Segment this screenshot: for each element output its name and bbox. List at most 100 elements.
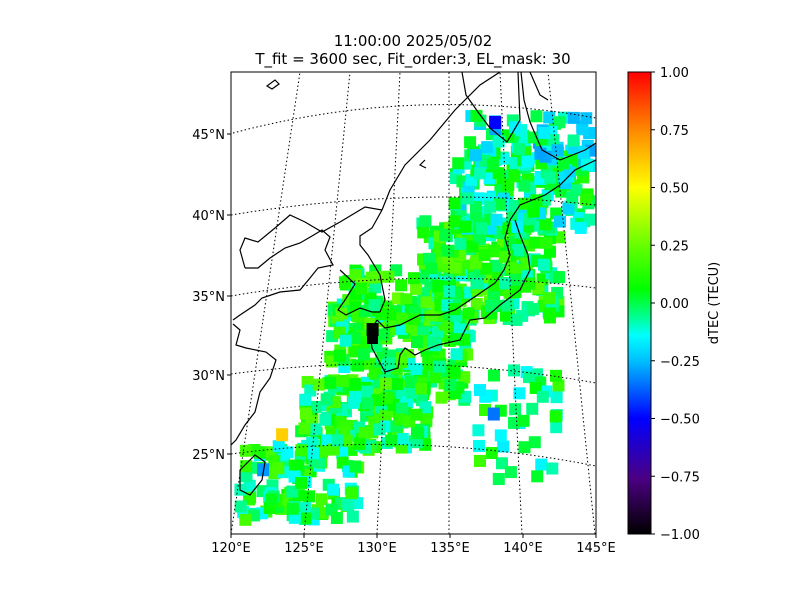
y-tick-label: 40°N <box>192 209 225 224</box>
tec-cell <box>410 282 423 295</box>
tec-cell <box>461 192 474 205</box>
tec-cell <box>412 427 425 440</box>
tec-cell <box>303 490 316 503</box>
x-tick-label: 135°E <box>430 541 470 556</box>
x-tick-label: 125°E <box>284 541 324 556</box>
colorbar: 1.00 0.75 0.50 0.25 0.00 −0.25 −0.50 −0.75 −1.00… <box>627 66 722 543</box>
tec-cell <box>312 378 325 391</box>
tec-cell <box>396 432 409 445</box>
tec-cell <box>419 215 432 228</box>
tec-cell <box>585 144 596 157</box>
tec-cell <box>488 369 501 382</box>
tec-cell <box>494 198 507 211</box>
tec-cell <box>244 491 257 504</box>
tec-cell <box>326 483 339 496</box>
tec-cell <box>337 374 350 387</box>
tec-cell <box>309 400 322 413</box>
tec-cell <box>534 147 547 160</box>
tec-cell <box>494 429 507 442</box>
tec-cell <box>469 149 482 162</box>
tec-cell <box>550 391 563 404</box>
tec-cell <box>331 434 344 447</box>
tec-notable-cell <box>487 407 500 421</box>
tec-cell <box>523 371 536 384</box>
tec-cell <box>355 282 368 295</box>
tec-cell <box>486 158 499 171</box>
tec-cell <box>423 359 436 372</box>
tec-cell <box>481 141 494 154</box>
tec-cell <box>320 393 333 406</box>
tec-cell <box>419 401 432 414</box>
graticule <box>231 72 596 534</box>
tec-cell <box>553 271 566 284</box>
tec-cell <box>497 152 510 165</box>
x-tick-label: 120°E <box>211 541 251 556</box>
tec-cell <box>423 252 436 265</box>
tec-cell <box>475 222 488 235</box>
tec-cell <box>442 244 455 257</box>
tec-cell <box>508 121 521 134</box>
tec-cell <box>349 390 362 403</box>
tec-cell <box>448 303 461 316</box>
tec-cell <box>395 279 408 292</box>
tec-cell <box>450 348 463 361</box>
tec-cell <box>553 215 566 228</box>
tec-cell <box>550 421 563 434</box>
tec-cell <box>538 126 551 139</box>
colorbar-tick-label: 0.75 <box>660 124 689 139</box>
tec-cell <box>452 157 465 170</box>
tec-cell <box>489 259 502 272</box>
tec-cell <box>458 371 471 384</box>
tec-cell <box>543 245 556 258</box>
colorbar-tick-label: 0.50 <box>660 182 689 197</box>
tec-cell <box>319 413 332 426</box>
tec-cell <box>307 447 320 460</box>
tec-cell <box>483 172 496 185</box>
tec-cell <box>536 390 549 403</box>
tec-cell <box>474 454 487 467</box>
tec-cell <box>373 423 386 436</box>
tec-cell <box>562 202 575 215</box>
colorbar-tick-label: −1.00 <box>660 528 700 543</box>
tec-cell <box>466 240 479 253</box>
tec-cell <box>488 287 501 300</box>
tec-cell <box>410 408 423 421</box>
tec-cell <box>509 403 522 416</box>
tec-cell <box>490 213 503 226</box>
tec-cell <box>292 459 305 472</box>
tec-cell <box>368 299 381 312</box>
tec-cell <box>510 313 523 326</box>
tec-cell <box>517 414 530 427</box>
tec-cell <box>470 109 483 122</box>
colorbar-gradient <box>627 71 652 535</box>
tec-cell <box>454 237 467 250</box>
tec-cell <box>448 215 461 228</box>
tec-cell <box>425 262 438 275</box>
tec-cell <box>546 462 559 475</box>
tec-cell <box>544 171 557 184</box>
tec-cell <box>432 279 445 292</box>
tec-cell <box>349 331 362 344</box>
tec-cell <box>574 221 587 234</box>
tec-cell <box>513 387 526 400</box>
tec-cell <box>499 277 512 290</box>
tec-cell <box>488 278 501 291</box>
tec-cell <box>395 402 408 415</box>
tec-cell <box>298 422 311 435</box>
colorbar-tick-label: −0.25 <box>660 355 700 370</box>
tec-cell <box>299 393 312 406</box>
tec-cell <box>239 513 252 526</box>
tec-cell <box>377 328 390 341</box>
tec-cell <box>474 167 487 180</box>
tec-cell <box>547 134 560 147</box>
tec-cell <box>435 391 448 404</box>
tec-cell <box>480 262 493 275</box>
y-tick-label: 35°N <box>192 290 225 305</box>
tec-cell <box>361 397 374 410</box>
tec-cell <box>488 244 501 257</box>
tec-cell <box>485 299 498 312</box>
tec-cell <box>447 364 460 377</box>
tec-cell <box>383 357 396 370</box>
tec-cell <box>320 434 333 447</box>
